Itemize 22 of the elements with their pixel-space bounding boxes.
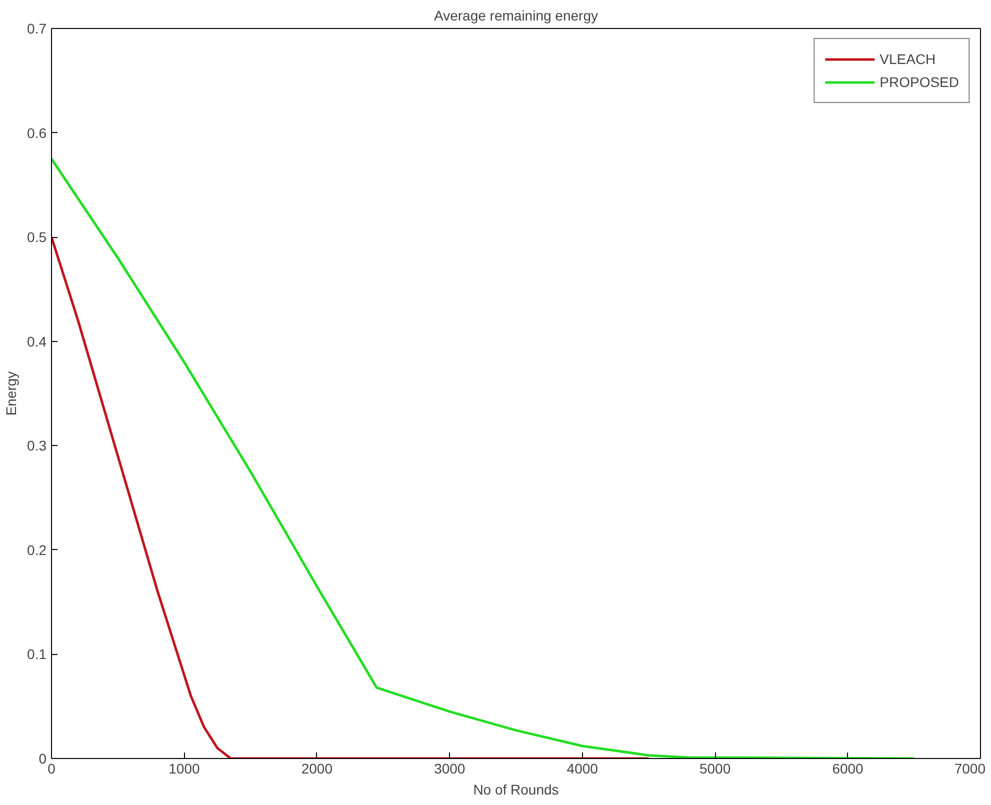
x-tick-label: 1000 xyxy=(168,760,200,776)
y-tick-label: 0.4 xyxy=(27,333,47,350)
x-tick-label: 4000 xyxy=(566,760,598,776)
x-tick-label: 6000 xyxy=(832,760,864,776)
y-tick-label: 0.5 xyxy=(27,229,47,246)
y-axis-title: Energy xyxy=(3,371,20,416)
chart-title: Average remaining energy xyxy=(434,8,598,24)
y-tick-label: 0.6 xyxy=(27,124,47,141)
legend-label: PROPOSED xyxy=(880,74,959,90)
x-tick-label: 5000 xyxy=(700,760,731,776)
legend-label: VLEACH xyxy=(880,51,936,67)
line-series xyxy=(52,236,650,758)
x-tick-label: 7000 xyxy=(954,760,986,776)
y-tick-label: 0 xyxy=(38,750,47,766)
y-tick-label: 0.1 xyxy=(27,646,47,662)
x-tick-label: 3000 xyxy=(434,760,466,776)
line-series xyxy=(52,158,916,758)
y-tick-label: 0.7 xyxy=(27,20,47,36)
x-tick-label: 2000 xyxy=(301,760,333,776)
y-tick-label: 0.2 xyxy=(27,542,47,558)
x-axis-title: No of Rounds xyxy=(473,782,559,798)
y-tick-label: 0.3 xyxy=(27,438,47,454)
